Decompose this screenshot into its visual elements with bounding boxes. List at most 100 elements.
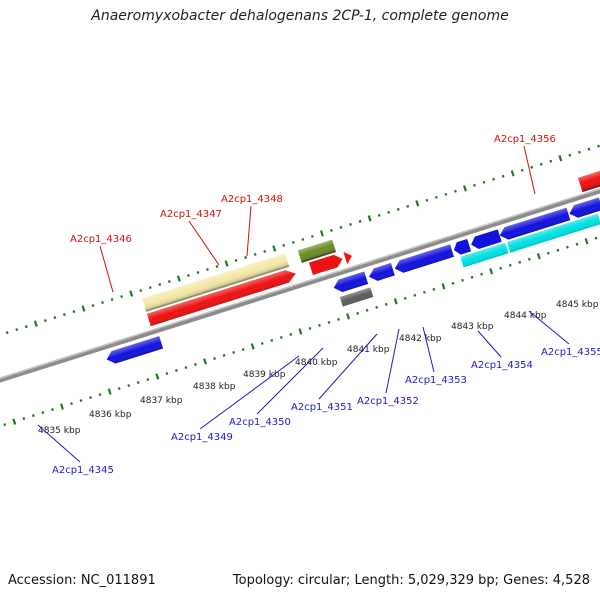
inner-tick-mark (51, 408, 54, 412)
gene-a2cp1-4349 (333, 271, 374, 307)
gene-label: A2cp1_4348 (221, 194, 283, 205)
inner-tick-mark (260, 341, 264, 345)
inner-tick-mark (213, 357, 216, 360)
inner-tick-mark (3, 423, 7, 427)
outer-tick-mark (463, 185, 467, 192)
outer-tick-mark (549, 159, 553, 163)
outer-tick-mark (158, 283, 162, 287)
gene-callout-line (246, 205, 252, 257)
inner-tick-mark (556, 248, 560, 252)
outer-tick-mark (319, 230, 324, 237)
inner-tick-mark (194, 363, 197, 366)
inner-tick-mark (232, 350, 236, 354)
outer-tick-mark (396, 207, 400, 211)
inner-tick-mark (327, 320, 331, 324)
gene-label: A2cp1_4354 (471, 360, 533, 371)
outer-tick-row (5, 144, 600, 335)
outer-tick-mark (330, 228, 333, 232)
inner-tick-mark (451, 281, 455, 285)
outer-tick-mark (101, 301, 104, 305)
gene-label: A2cp1_4353 (405, 375, 467, 386)
tick-label: 4844 kbp (504, 311, 547, 321)
outer-tick-mark (377, 213, 381, 217)
inner-tick-mark (308, 326, 312, 330)
outer-tick-mark (224, 260, 229, 267)
outer-tick-mark (415, 200, 420, 207)
outer-tick-mark (139, 289, 143, 293)
gene-a2cp1-4350 (369, 263, 395, 281)
gene-callout-line (385, 328, 400, 394)
outer-tick-mark (425, 198, 429, 202)
inner-tick-mark (175, 369, 178, 372)
gene-label: A2cp1_4356 (494, 134, 556, 145)
inner-tick-mark (432, 287, 436, 291)
inner-tick-mark (155, 373, 160, 380)
gene-callout-line (37, 424, 81, 463)
gene-a2cp1-4345 (106, 336, 164, 364)
inner-tick-mark (136, 381, 140, 385)
outer-tick-mark (349, 222, 352, 226)
outer-tick-mark (253, 252, 257, 256)
outer-tick-mark (510, 170, 515, 177)
inner-tick-mark (203, 358, 207, 365)
gene-callout-line (528, 310, 570, 345)
tick-label: 4835 kbp (38, 426, 81, 436)
outer-tick-mark (530, 165, 534, 169)
inner-tick-mark (60, 403, 64, 410)
inner-tick-mark (241, 347, 245, 351)
outer-tick-mark (15, 328, 19, 332)
inner-tick-mark (41, 411, 45, 415)
inner-tick-mark (98, 393, 102, 397)
inner-tick-mark (346, 313, 351, 320)
outer-tick-mark (206, 268, 209, 271)
outer-tick-mark (129, 290, 134, 297)
gene-label: A2cp1_4352 (357, 396, 419, 407)
outer-tick-mark (578, 150, 581, 154)
inner-tick-mark (566, 245, 569, 249)
gene-callout-line (199, 355, 300, 430)
inner-tick-mark (413, 293, 417, 297)
outer-tick-mark (176, 275, 181, 282)
outer-tick-mark (520, 168, 524, 172)
inner-tick-mark (318, 323, 321, 327)
tick-label: 4842 kbp (399, 334, 442, 344)
outer-tick-mark (186, 274, 190, 277)
outer-tick-mark (43, 319, 47, 323)
inner-tick-mark (508, 263, 512, 267)
gene-label: A2cp1_4349 (171, 432, 233, 443)
tick-label: 4845 kbp (556, 300, 599, 310)
inner-tick-mark (89, 396, 92, 400)
outer-tick-mark (387, 210, 391, 214)
outer-tick-mark (215, 265, 219, 268)
inner-tick-mark (279, 335, 283, 339)
inner-tick-mark (594, 236, 598, 240)
inner-tick-mark (270, 338, 274, 342)
outer-tick-mark (406, 204, 410, 208)
gene-callout-line (477, 330, 502, 358)
inner-tick-mark (470, 275, 474, 279)
outer-tick-mark (196, 271, 200, 274)
outer-tick-mark (5, 331, 9, 335)
gene-red-forward-1 (146, 270, 296, 327)
outer-tick-mark (72, 310, 76, 314)
inner-tick-mark (70, 402, 73, 406)
outer-tick-mark (501, 174, 505, 178)
gene-label: A2cp1_4351 (291, 402, 353, 413)
gene-callout-line (422, 326, 435, 373)
inner-tick-mark (499, 266, 503, 270)
inner-tick-mark (393, 298, 398, 305)
inner-tick-mark (31, 414, 35, 418)
gene-a2cp1-4348 (309, 251, 352, 276)
inner-tick-mark (441, 283, 446, 290)
gene-label: A2cp1_4346 (70, 234, 132, 245)
inner-tick-mark (365, 308, 369, 312)
inner-tick-mark (107, 388, 112, 395)
inner-tick-mark (117, 387, 121, 391)
inner-tick-mark (527, 257, 531, 261)
tick-label: 4837 kbp (140, 396, 183, 406)
outer-tick-mark (558, 155, 563, 162)
tick-label: 4836 kbp (89, 410, 132, 420)
tick-label: 4843 kbp (451, 322, 494, 332)
outer-tick-mark (33, 320, 38, 327)
